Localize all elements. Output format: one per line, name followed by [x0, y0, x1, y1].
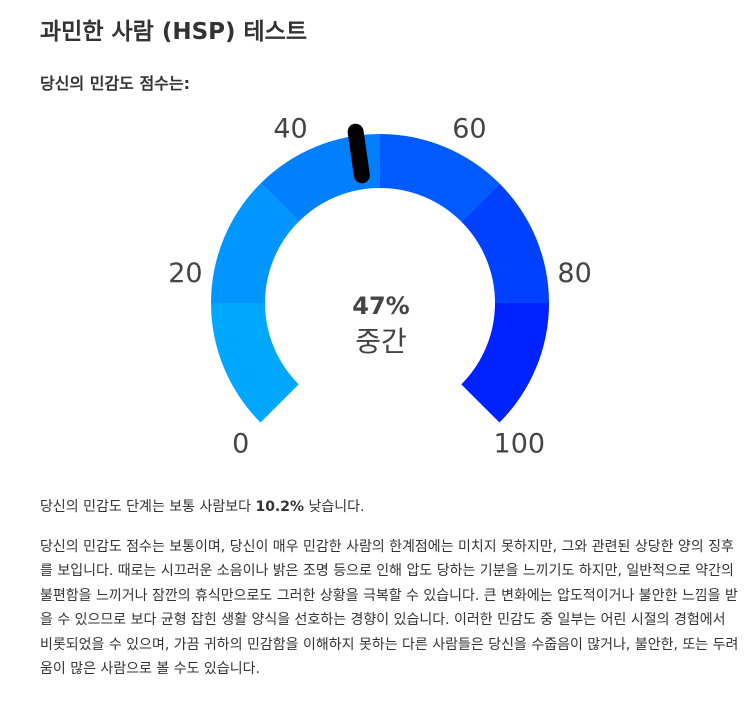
gauge-tick-label-60: 60	[452, 115, 486, 144]
sensitivity-gauge: 0 20 40 60 80 100 47% 중간	[150, 115, 610, 480]
gauge-tick-label-80: 80	[557, 258, 591, 289]
gauge-band-6	[461, 303, 549, 423]
summary-suffix: 낮습니다.	[304, 499, 365, 515]
gauge-band-2	[211, 183, 299, 303]
gauge-tick-label-100: 100	[494, 428, 546, 459]
gauge-level-label: 중간	[355, 325, 407, 358]
gauge-needle	[347, 123, 370, 184]
result-description: 당신의 민감도 점수는 보통이며, 당신이 매우 민감한 사람의 한계점에는 미…	[40, 539, 739, 678]
score-heading: 당신의 민감도 점수는:	[40, 74, 191, 93]
gauge-band-5	[461, 183, 549, 303]
sensitivity-summary: 당신의 민감도 단계는 보통 사람보다 10.2% 낮습니다.	[40, 496, 364, 516]
summary-percent: 10.2%	[255, 499, 305, 515]
summary-prefix: 당신의 민감도 단계는 보통 사람보다	[40, 499, 256, 515]
gauge-tick-label-0: 0	[232, 428, 249, 459]
gauge-band-1	[211, 303, 299, 423]
gauge-tick-label-40: 40	[273, 115, 307, 144]
gauge-value-label: 47%	[352, 292, 409, 320]
gauge-band-4	[380, 134, 500, 222]
gauge-tick-label-20: 20	[168, 258, 202, 289]
page-title: 과민한 사람 (HSP) 테스트	[40, 19, 307, 45]
gauge-band-3	[260, 134, 380, 222]
